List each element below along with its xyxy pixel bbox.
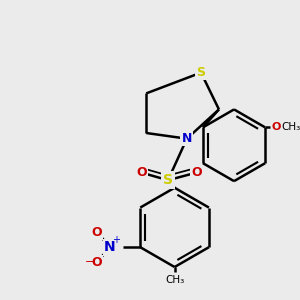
Text: O: O bbox=[272, 122, 281, 132]
Text: O: O bbox=[92, 256, 102, 269]
Text: O: O bbox=[92, 226, 102, 238]
Text: −: − bbox=[85, 257, 94, 267]
Text: +: + bbox=[112, 235, 120, 245]
Text: O: O bbox=[136, 166, 147, 179]
Text: CH₃: CH₃ bbox=[281, 122, 300, 132]
Text: O: O bbox=[191, 166, 202, 179]
Text: CH₃: CH₃ bbox=[165, 274, 184, 285]
Text: S: S bbox=[196, 66, 206, 79]
Text: N: N bbox=[104, 240, 116, 254]
Text: S: S bbox=[163, 173, 173, 187]
Text: N: N bbox=[182, 132, 192, 145]
